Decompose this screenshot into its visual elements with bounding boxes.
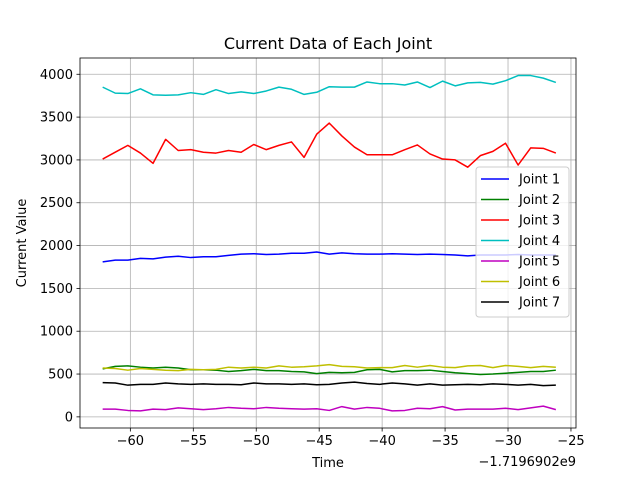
y-tick-label: 1000 bbox=[40, 325, 73, 340]
series-line-joint-5 bbox=[102, 405, 557, 412]
legend-label: Joint 2 bbox=[518, 193, 560, 208]
legend-entries: Joint 1 Joint 2 Joint 3 Joint 4 Joint 5 Joint… bbox=[481, 173, 560, 311]
y-axis-label: Current Value bbox=[15, 199, 30, 288]
legend: Joint 1 Joint 2 Joint 3 Joint 4 Joint 5 Joint… bbox=[475, 166, 570, 318]
legend-label: Joint 4 bbox=[518, 234, 560, 249]
x-tick-label: −55 bbox=[180, 434, 207, 449]
axis-ticks: −60 −55 −50 −45 −40 −35 −30 −25 0 500 1000 1500 2000… bbox=[40, 68, 585, 449]
plot-frame bbox=[79, 57, 577, 429]
legend-label: Joint 1 bbox=[518, 173, 560, 188]
x-tick-label: −35 bbox=[431, 434, 458, 449]
y-tick-label: 4000 bbox=[40, 68, 73, 83]
series-line-joint-4 bbox=[102, 74, 557, 97]
chart-title: Current Data of Each Joint bbox=[224, 34, 432, 53]
series-lines bbox=[102, 74, 557, 412]
y-tick-label: 500 bbox=[48, 368, 73, 383]
x-tick-label: −25 bbox=[557, 434, 584, 449]
legend-label: Joint 5 bbox=[518, 255, 560, 270]
series-line-joint-2 bbox=[102, 365, 556, 376]
x-tick-label: −45 bbox=[305, 434, 332, 449]
y-tick-label: 1500 bbox=[40, 282, 73, 297]
y-tick-label: 2000 bbox=[40, 239, 73, 254]
y-tick-label: 3500 bbox=[40, 111, 73, 126]
series-line-joint-3 bbox=[102, 122, 557, 168]
y-tick-label: 2500 bbox=[40, 196, 73, 211]
series-line-joint-7 bbox=[102, 381, 556, 387]
legend-label: Joint 6 bbox=[518, 275, 560, 290]
x-axis-offset-label: −1.7196902e9 bbox=[479, 455, 576, 470]
legend-box bbox=[475, 166, 570, 318]
y-tick-label: 3000 bbox=[40, 153, 73, 168]
x-tick-label: −60 bbox=[117, 434, 144, 449]
x-axis-label: Time bbox=[311, 456, 344, 471]
y-tick-label: 0 bbox=[65, 410, 73, 425]
legend-label: Joint 3 bbox=[518, 214, 560, 229]
legend-label: Joint 7 bbox=[518, 296, 560, 311]
x-tick-label: −40 bbox=[368, 434, 395, 449]
x-tick-label: −30 bbox=[494, 434, 521, 449]
x-tick-label: −50 bbox=[243, 434, 270, 449]
series-line-joint-6 bbox=[102, 363, 556, 372]
